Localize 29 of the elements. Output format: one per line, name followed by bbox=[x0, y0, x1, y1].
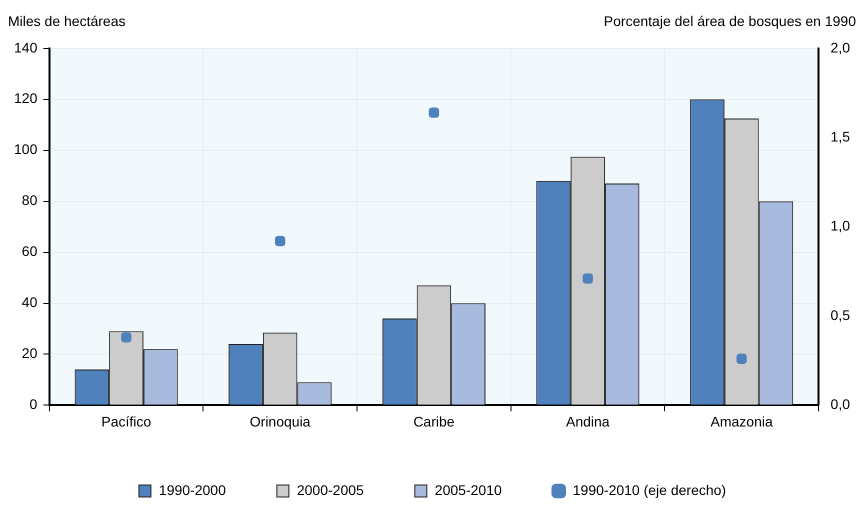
point bbox=[428, 107, 440, 118]
legend-label: 1990-2010 (eje derecho) bbox=[572, 482, 726, 498]
y-tick-label: 140 bbox=[14, 39, 38, 56]
y2-tick-label: 1,0 bbox=[830, 218, 850, 234]
y-tick-label: 60 bbox=[22, 243, 38, 260]
y2-tick-label: 1,5 bbox=[830, 128, 850, 144]
point bbox=[121, 332, 132, 343]
y-tick-label: 20 bbox=[22, 345, 38, 362]
legend-label: 1990-2000 bbox=[158, 482, 226, 498]
y-tick-label: 120 bbox=[14, 90, 38, 106]
x-tick-label: Amazonia bbox=[710, 413, 773, 430]
y-axis-title: Miles de hectáreas bbox=[8, 13, 126, 29]
y2-tick-label: 0,0 bbox=[830, 396, 850, 412]
y2-tick-label: 2,0 bbox=[830, 39, 850, 56]
y-tick-label: 100 bbox=[14, 141, 38, 158]
y-tick-label: 80 bbox=[22, 192, 38, 208]
legend-label: 2005-2010 bbox=[434, 482, 502, 498]
x-tick-label: Caribe bbox=[413, 413, 455, 430]
y-tick-label: 0 bbox=[30, 396, 38, 412]
y2-tick-label: 0,5 bbox=[830, 306, 850, 323]
y-tick-label: 40 bbox=[22, 294, 38, 310]
x-tick-label: Orinoquia bbox=[250, 413, 311, 430]
point bbox=[736, 354, 747, 364]
point bbox=[582, 273, 593, 284]
legend-label: 2000-2005 bbox=[296, 482, 364, 498]
point bbox=[274, 236, 286, 246]
y2-axis-title: Porcentaje del área de bosques en 1990 bbox=[604, 13, 856, 29]
x-tick-label: Pacífico bbox=[101, 413, 152, 430]
x-tick-label: Andina bbox=[566, 413, 610, 430]
